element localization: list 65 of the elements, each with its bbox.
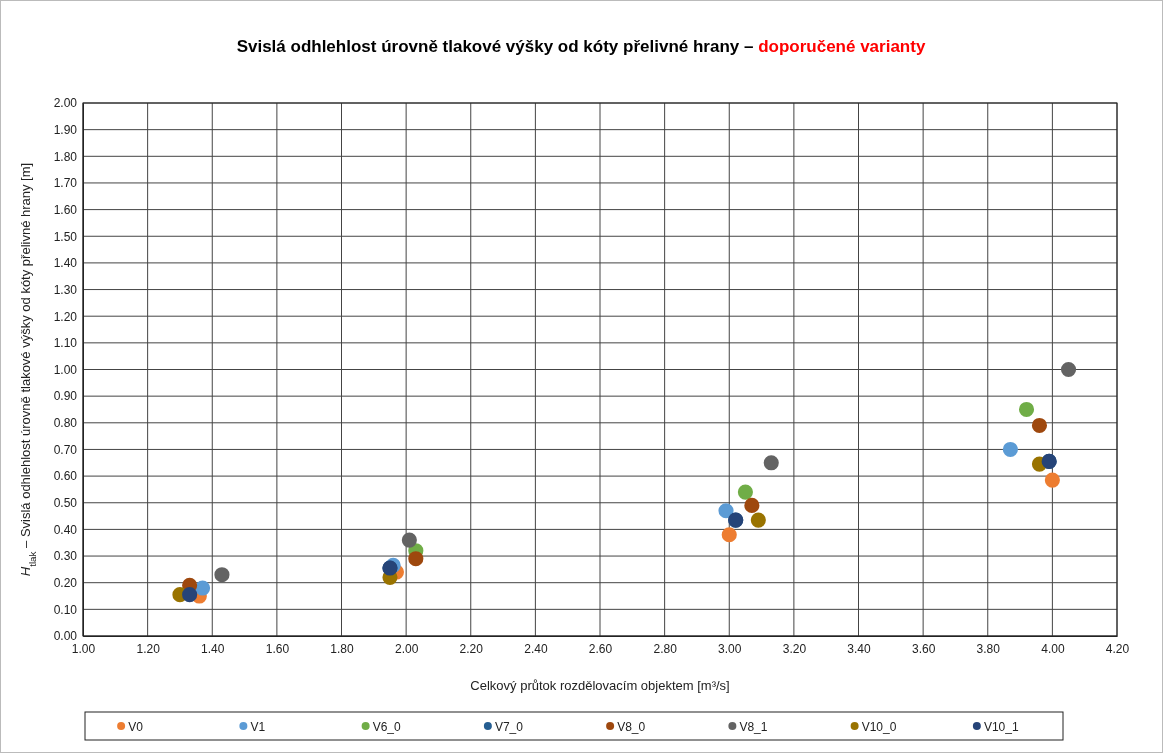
y-tick-label: 1.30 (53, 282, 78, 297)
legend-label: V10_1 (983, 719, 1019, 734)
legend-label: V0 (128, 719, 144, 734)
point (744, 497, 760, 513)
x-tick-label: 1.20 (136, 641, 161, 656)
point (401, 532, 417, 548)
x-tick-label: 2.80 (653, 641, 678, 656)
y-tick-label: 0.00 (53, 629, 78, 644)
x-tick-label: 3.00 (718, 641, 742, 656)
y-tick-label: 1.60 (53, 202, 78, 217)
y-tick-label: 1.90 (53, 122, 78, 137)
legend-label: V8_0 (617, 719, 646, 734)
chart-title: Svislá odhlehlost úrovně tlakové výšky od kóty přelivné hrany – (236, 37, 759, 56)
x-tick-label: 2.60 (588, 641, 613, 656)
y-tick-label: 0.80 (53, 416, 78, 431)
x-tick-label: 1.80 (330, 641, 354, 656)
y-tick-label: 0.40 (53, 522, 78, 537)
x-tick-label: 3.80 (976, 641, 1001, 656)
legend-label: V1 (250, 719, 266, 734)
x-tick-label: 4.00 (1041, 641, 1065, 656)
y-tick-label: 1.50 (53, 229, 78, 244)
point (1044, 472, 1060, 488)
y-tick-label: 1.70 (53, 176, 78, 191)
y-tick-label: 0.70 (53, 442, 78, 457)
point (718, 503, 734, 519)
y-tick-label: 1.80 (53, 149, 78, 164)
point (408, 551, 424, 567)
y-tick-label: 0.10 (53, 602, 78, 617)
chart-subtitle: doporučené varianty (758, 37, 926, 56)
legend-label: V6_0 (372, 719, 401, 734)
point (1018, 401, 1035, 418)
x-tick-label: 2.00 (394, 641, 419, 656)
legend-label: V10_0 (861, 719, 897, 734)
y-tick-label: 1.20 (53, 309, 78, 324)
point (750, 512, 766, 528)
y-tick-label: 0.60 (53, 469, 78, 484)
x-tick-label: 2.20 (459, 641, 484, 656)
x-tick-label: 1.00 (71, 641, 96, 656)
y-tick-label: 0.90 (53, 389, 78, 404)
point (1031, 417, 1048, 434)
point (763, 455, 779, 471)
point (1060, 361, 1077, 378)
point (721, 527, 737, 543)
y-tick-label: 2.00 (53, 96, 78, 111)
y-tick-label: 1.40 (53, 256, 78, 271)
legend-label: V8_1 (739, 719, 768, 734)
x-tick-label: 1.40 (201, 641, 225, 656)
point (737, 484, 753, 500)
y-tick-label: 1.10 (53, 336, 78, 351)
y-tick-label: 0.50 (53, 496, 78, 511)
x-tick-label: 3.40 (847, 641, 871, 656)
x-tick-label: 4.20 (1105, 641, 1130, 656)
x-tick-label: 3.60 (911, 641, 936, 656)
x-tick-label: 1.60 (265, 641, 290, 656)
legend-label: V7_0 (494, 719, 524, 734)
x-tick-label: 2.40 (524, 641, 548, 656)
y-tick-label: 0.30 (53, 549, 78, 564)
x-tick-label: 3.20 (782, 641, 807, 656)
point (194, 580, 211, 596)
point (182, 587, 198, 603)
x-axis-title: Celkový průtok rozdělovacím objektem [m³/s] (470, 678, 730, 693)
point (1002, 441, 1018, 457)
point (214, 567, 230, 583)
y-tick-label: 0.20 (53, 576, 78, 591)
y-tick-label: 1.00 (53, 362, 78, 377)
